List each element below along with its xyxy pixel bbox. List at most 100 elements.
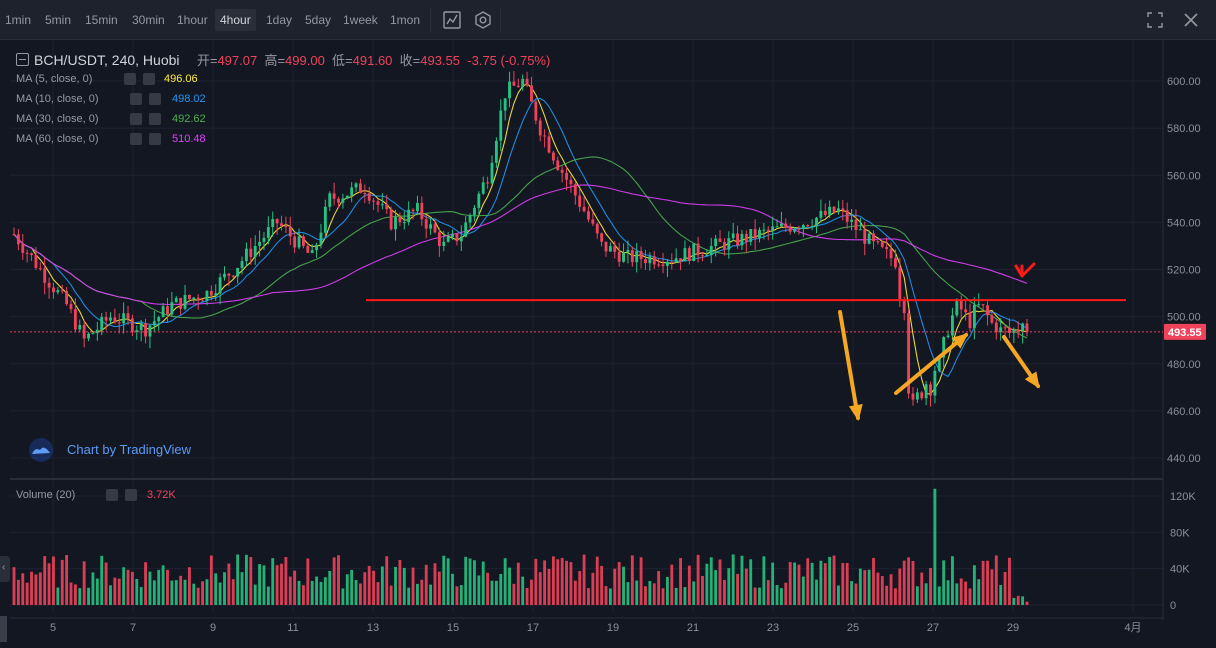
price-chart[interactable]: 440.00 460.00 480.00 500.00 520.00 540.00 560.… [0,40,1216,648]
volume-bar [534,558,538,605]
volume-bar [696,554,700,605]
volume-bar [12,567,16,605]
candle-body [810,226,814,228]
candle-body [819,210,823,218]
candle-body [793,228,797,232]
candle-body [337,198,340,203]
timeframe-30min[interactable]: 30min [132,13,165,27]
volume-bar [293,570,297,605]
indicators-icon[interactable] [441,9,463,31]
open-value: 497.07 [217,53,258,68]
side-collapse-handle[interactable]: ‹ [0,556,10,582]
candle-body [578,195,582,207]
candle-body [30,253,33,256]
volume-bar [1021,596,1025,605]
ma-settings-icon[interactable] [130,93,142,105]
timeframe-4hour[interactable]: 4hour [215,9,256,31]
candle-body [854,219,858,230]
candle-body [683,248,687,262]
candle-body [490,162,494,184]
volume-bar [402,567,406,605]
candle-body [402,222,406,224]
volume-bar [113,577,117,605]
volume-bar [674,587,678,605]
timeframe-5min[interactable]: 5min [45,13,72,27]
volume-bar [161,565,165,605]
candle-body [771,226,775,231]
ma-value: 496.06 [164,73,198,85]
ma-remove-icon[interactable] [149,133,161,145]
volume-bar [30,571,33,605]
candle-body [595,223,599,234]
volume-bar [933,488,937,605]
time-tick-label: 4月 [1124,622,1141,634]
timeframe-1hour[interactable]: 1hour [177,13,208,27]
timeframe-1week[interactable]: 1week [343,13,378,27]
candle-body [477,193,481,208]
candle-body [863,229,867,244]
timeframe-15min[interactable]: 15min [85,13,118,27]
volume-bar [889,574,893,605]
candle-body [898,267,902,300]
candle-body [718,238,722,243]
candle-body [644,259,647,264]
volume-bar [109,585,112,605]
ma-remove-icon[interactable] [143,73,155,85]
volume-settings-icon[interactable] [106,489,118,501]
volume-bar [740,555,744,605]
timeframe-1day[interactable]: 1day [266,13,293,27]
timeframe-5day[interactable]: 5day [305,13,332,27]
candle-body [837,208,840,213]
candle-body [551,152,555,161]
candle-body [293,236,297,248]
timeframe-1mon[interactable]: 1mon [390,13,421,27]
candle-body [911,393,915,400]
candle-body [788,227,792,232]
volume-bar [359,583,362,605]
volume-bar [73,584,77,605]
close-icon[interactable] [1180,9,1202,31]
ma-remove-icon[interactable] [149,93,161,105]
volume-bar [477,575,481,605]
candle-body [499,110,503,141]
ma-settings-icon[interactable] [130,113,142,125]
settings-icon[interactable] [472,9,494,31]
volume-bar [183,579,187,605]
volume-bar [569,562,573,605]
volume-bar [525,588,529,605]
volume-bar [187,567,191,605]
close-value: 493.55 [420,53,460,68]
ma-value: 498.02 [172,93,206,105]
ma-remove-icon[interactable] [149,113,161,125]
candle-body [560,169,564,173]
candle-body [446,236,450,242]
candle-body [635,251,639,263]
volume-bar [872,557,875,605]
volume-bar [332,557,336,605]
volume-bar [551,556,555,605]
ma-settings-icon[interactable] [130,133,142,145]
time-tick-label: 5 [50,622,56,634]
candle-body [929,384,932,396]
timeframe-1min[interactable]: 1min [5,13,32,27]
candle-body [21,244,25,253]
candle-body [253,245,257,257]
candle-body [626,250,630,253]
toolbar-divider [430,8,431,32]
volume-bar [323,577,327,605]
candle-body [65,290,69,305]
ma-settings-icon[interactable] [124,73,136,85]
volume-bar [841,563,845,605]
candle-body [262,237,266,242]
bottom-left-handle [0,616,7,642]
volume-bar [284,557,288,605]
candle-body [113,317,117,323]
candle-body [284,225,288,228]
legend-collapse-icon[interactable] [16,53,29,66]
volume-remove-icon[interactable] [125,489,137,501]
time-tick-label: 11 [287,622,298,634]
fullscreen-icon[interactable] [1144,9,1166,31]
candle-body [354,183,358,188]
price-tick-label: 480.00 [1167,359,1201,371]
candle-body [661,264,665,266]
